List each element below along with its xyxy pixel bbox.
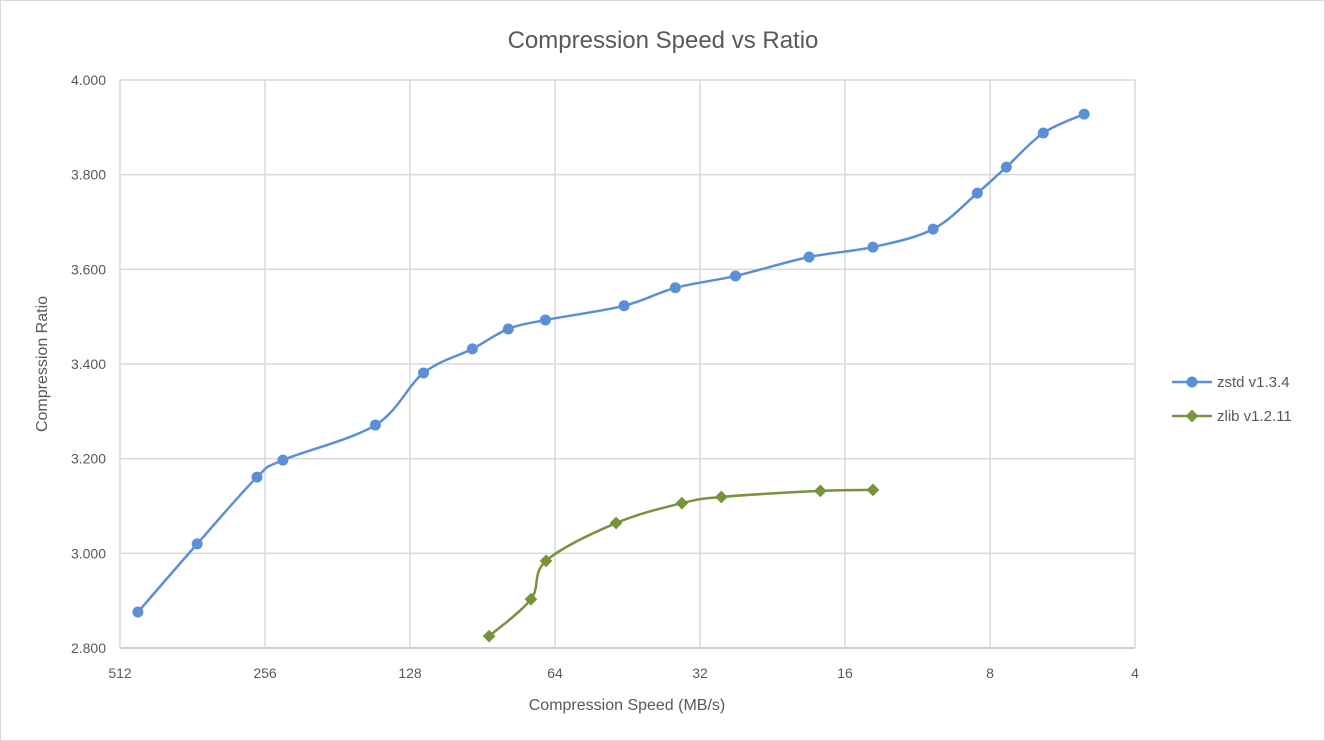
legend-label: zlib v1.2.11 [1217, 408, 1292, 425]
y-tick-label: 3.600 [71, 261, 106, 277]
x-tick-label: 8 [986, 665, 994, 681]
data-point [191, 538, 203, 550]
data-point [927, 223, 939, 235]
data-point [277, 454, 289, 466]
x-axis-label: Compression Speed (MB/s) [529, 697, 726, 714]
data-point [669, 282, 681, 294]
y-axis-label: Compression Ratio [34, 296, 51, 432]
x-tick-label: 4 [1131, 665, 1139, 681]
data-point [714, 490, 728, 504]
data-point [1037, 127, 1049, 139]
data-point [813, 484, 827, 498]
series-line-0 [136, 112, 1085, 613]
data-point [803, 251, 815, 263]
data-point [867, 241, 879, 253]
x-tick-label: 32 [692, 665, 708, 681]
data-point [502, 323, 514, 335]
gridlines [119, 79, 1136, 649]
legend: zstd v1.3.4 zlib v1.2.11 [1172, 374, 1292, 425]
data-point [539, 314, 551, 326]
y-tick-label: 3.000 [71, 545, 106, 561]
data-point [730, 270, 742, 282]
y-tick-label: 3.800 [71, 167, 106, 183]
data-point [1078, 108, 1090, 120]
data-point [418, 367, 430, 379]
data-point [1000, 161, 1012, 173]
series-line-1 [488, 488, 873, 638]
data-point [132, 606, 144, 618]
series-layer [132, 108, 1090, 643]
data-point [866, 483, 880, 497]
data-point [369, 419, 381, 431]
legend-marker [1185, 409, 1199, 423]
x-tick-label: 16 [837, 665, 853, 681]
legend-marker [1186, 376, 1198, 388]
y-tick-label: 3.200 [71, 451, 106, 467]
legend-label: zstd v1.3.4 [1217, 374, 1290, 391]
data-point [971, 187, 983, 199]
y-tick-label: 2.800 [71, 640, 106, 656]
data-point [618, 300, 630, 312]
data-point [251, 471, 263, 483]
chart-title: Compression Speed vs Ratio [508, 27, 819, 54]
x-tick-label: 512 [108, 665, 132, 681]
y-tick-label: 3.400 [71, 356, 106, 372]
data-point [675, 496, 689, 510]
tick-labels: 2.800 3.000 3.200 3.400 3.600 3.800 4.000 512 25… [71, 72, 1139, 681]
data-point [609, 516, 623, 530]
data-point [466, 343, 478, 355]
x-tick-label: 64 [547, 665, 563, 681]
x-tick-label: 256 [253, 665, 277, 681]
y-tick-label: 4.000 [71, 72, 106, 88]
x-tick-label: 128 [398, 665, 422, 681]
